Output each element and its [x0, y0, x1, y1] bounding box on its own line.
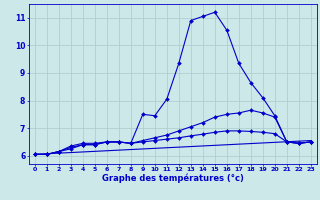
X-axis label: Graphe des températures (°c): Graphe des températures (°c) — [102, 173, 244, 183]
